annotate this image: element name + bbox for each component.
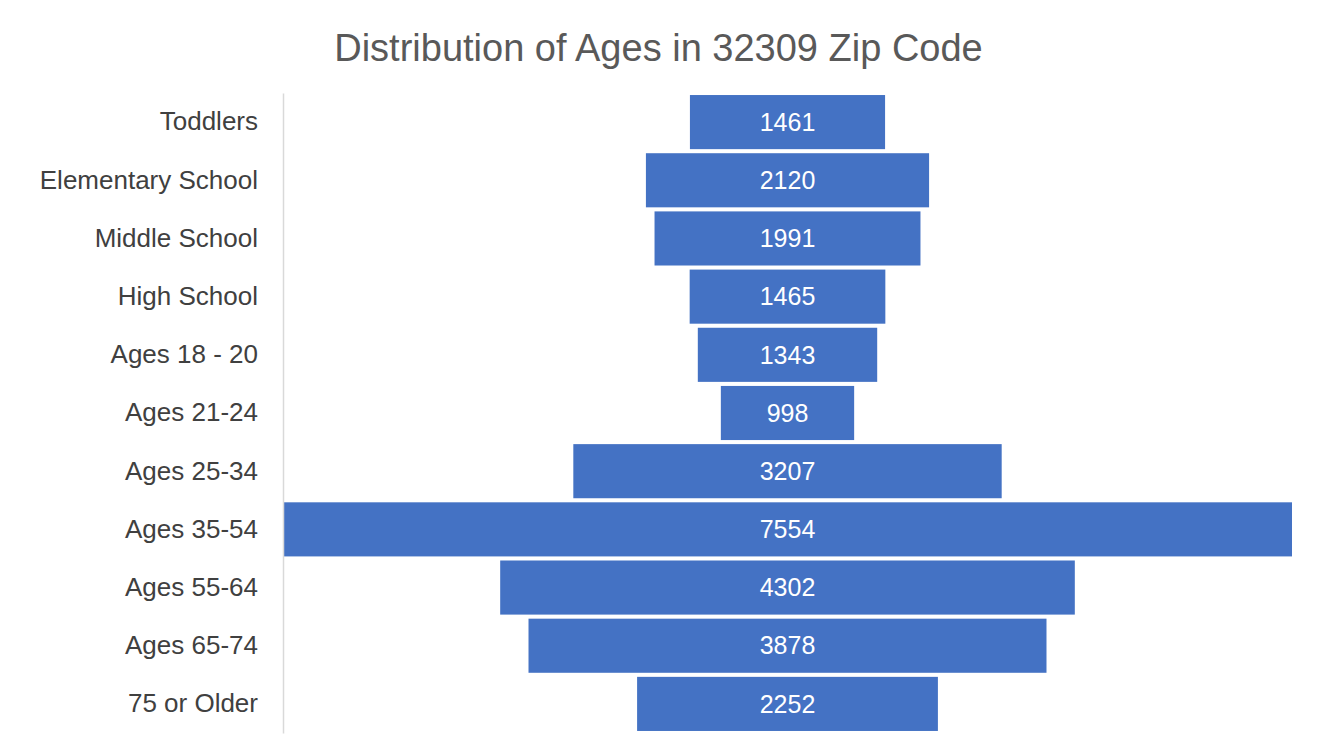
bar: [529, 619, 1047, 673]
tick-label: Ages 18 - 20: [111, 339, 258, 369]
tick-label: Toddlers: [160, 106, 258, 136]
tick-label: Ages 25-34: [125, 456, 258, 486]
tick: Ages 35-54: [125, 514, 258, 544]
bars: [283, 95, 1292, 731]
bar: [655, 211, 921, 265]
tick-label: Ages 65-74: [125, 630, 258, 660]
tick: Ages 55-64: [125, 572, 258, 602]
tick: Ages 65-74: [125, 630, 258, 660]
bar: [698, 328, 877, 382]
bar: [283, 502, 1292, 556]
data-label: 3207: [760, 457, 816, 485]
tick: Middle School: [95, 223, 258, 253]
data-label: 3878: [760, 631, 816, 659]
tick: 75 or Older: [128, 688, 258, 718]
data-label: 2120: [760, 166, 816, 194]
data-label: 1461: [760, 108, 816, 136]
data-label: 998: [767, 399, 809, 427]
data-label: 1991: [760, 224, 816, 252]
tick: Ages 21-24: [125, 397, 258, 427]
bar: [646, 153, 929, 207]
tick: Ages 18 - 20: [111, 339, 258, 369]
tick-label: High School: [118, 281, 258, 311]
tick-label: Ages 55-64: [125, 572, 258, 602]
axis-line: [283, 94, 285, 734]
tick: High School: [118, 281, 258, 311]
chart-title: Distribution of Ages in 32309 Zip Code: [334, 27, 983, 69]
tick: Elementary School: [40, 165, 258, 195]
bar: [500, 560, 1075, 614]
data-label: 1465: [760, 282, 816, 310]
tick-label: Ages 35-54: [125, 514, 258, 544]
data-labels: 1461 2120 1991 1465 1343 998 3207 7554 4302 3878 2…: [760, 108, 816, 718]
tick-label: 75 or Older: [128, 688, 258, 718]
data-label: 4302: [760, 573, 816, 601]
bar: [573, 444, 1001, 498]
bar: [721, 386, 854, 440]
data-label: 2252: [760, 690, 816, 718]
tick-label: Ages 21-24: [125, 397, 258, 427]
chart: Distribution of Ages in 32309 Zip Code 14…: [0, 0, 1317, 755]
category-axis: Toddlers Elementary School Middle School Hi…: [40, 94, 284, 734]
tick-label: Middle School: [95, 223, 258, 253]
bar: [690, 95, 885, 149]
plot: 1461 2120 1991 1465 1343 998 3207 7554 4302 3878 2…: [40, 94, 1292, 734]
tick: Toddlers: [160, 106, 258, 136]
tick-label: Elementary School: [40, 165, 258, 195]
bar: [690, 270, 886, 324]
data-label: 7554: [760, 515, 816, 543]
background: [0, 0, 1317, 755]
data-label: 1343: [760, 341, 816, 369]
tick: Ages 25-34: [125, 456, 258, 486]
bar: [637, 677, 938, 731]
